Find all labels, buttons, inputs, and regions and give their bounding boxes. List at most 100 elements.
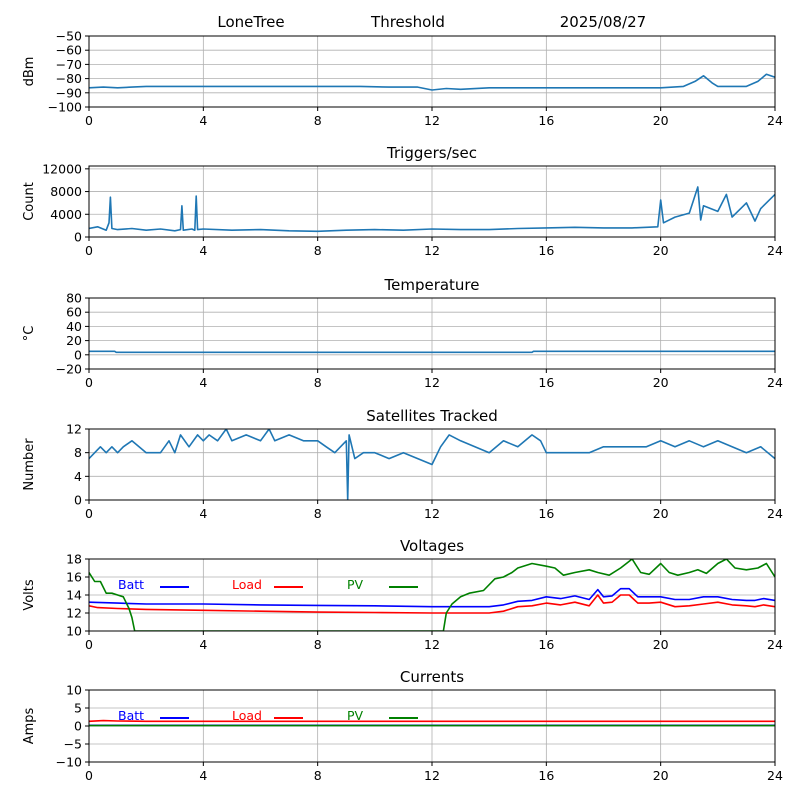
y-tick-label: 10 bbox=[66, 683, 82, 698]
legend-label: Load bbox=[232, 708, 262, 723]
series-line-batt bbox=[89, 587, 775, 608]
series-group bbox=[89, 186, 775, 233]
panel-0: 0 4 8 12 16 20 24 −100−90−80−70−60−50 dBm bbox=[22, 29, 783, 129]
x-tick-label: 20 bbox=[653, 375, 669, 390]
y-tick-label: 0 bbox=[74, 719, 82, 734]
x-tick-label: 4 bbox=[199, 243, 207, 258]
x-tick-label: 12 bbox=[424, 113, 440, 128]
x-tick-label: 24 bbox=[767, 243, 783, 258]
x-tick-label: 8 bbox=[314, 506, 322, 521]
y-tick-label: 40 bbox=[66, 319, 82, 334]
x-tick-label: 20 bbox=[653, 506, 669, 521]
panel-3: 0 4 8 12 16 20 24 0 4 8 12 Number Satellites Tracked bbox=[22, 407, 783, 521]
y-tick-label: 5 bbox=[74, 701, 82, 716]
y-tick-label: 0 bbox=[74, 347, 82, 362]
x-tick-label: 24 bbox=[767, 506, 783, 521]
y-tick-label: 4000 bbox=[50, 207, 82, 222]
x-tick-label: 8 bbox=[314, 375, 322, 390]
y-axis-label: Number bbox=[22, 438, 37, 491]
y-tick-label: 0 bbox=[74, 230, 82, 245]
y-tick-label: −50 bbox=[56, 29, 82, 44]
x-tick-label: 0 bbox=[85, 768, 93, 783]
x-tick-label: 16 bbox=[538, 243, 554, 258]
x-tick-label: 0 bbox=[85, 506, 93, 521]
x-tick-label: 8 bbox=[314, 243, 322, 258]
panel-title: Voltages bbox=[400, 537, 464, 555]
x-tick-label: 24 bbox=[767, 375, 783, 390]
y-tick-label: −60 bbox=[56, 43, 82, 58]
x-tick-label: 4 bbox=[199, 637, 207, 652]
legend-label: Batt bbox=[118, 708, 144, 723]
x-tick-label: 20 bbox=[653, 113, 669, 128]
y-tick-label: 4 bbox=[74, 469, 82, 484]
y-tick-label: 20 bbox=[66, 333, 82, 348]
x-tick-label: 16 bbox=[538, 113, 554, 128]
y-tick-label: 80 bbox=[66, 291, 82, 306]
x-tick-label: 0 bbox=[85, 113, 93, 128]
series-line bbox=[89, 350, 775, 354]
series-group bbox=[89, 73, 775, 91]
series-line bbox=[89, 186, 775, 233]
y-tick-label: 16 bbox=[66, 570, 82, 585]
panel-4: 0 4 8 12 16 20 24 10 12 14 16 18 Volts Voltages Batt Lo… bbox=[22, 537, 783, 652]
y-tick-label: −10 bbox=[56, 755, 82, 770]
y-tick-label: 12000 bbox=[42, 161, 82, 176]
x-tick-label: 16 bbox=[538, 506, 554, 521]
legend-label: Load bbox=[232, 577, 262, 592]
y-tick-label: −90 bbox=[56, 85, 82, 100]
series-line bbox=[89, 73, 775, 91]
y-tick-label: −70 bbox=[56, 57, 82, 72]
station-name: LoneTree bbox=[217, 13, 284, 31]
x-tick-label: 8 bbox=[314, 637, 322, 652]
series-group bbox=[89, 559, 775, 631]
y-tick-label: 8000 bbox=[50, 184, 82, 199]
y-tick-label: 12 bbox=[66, 422, 82, 437]
y-tick-label: −100 bbox=[48, 100, 82, 115]
mode-label: Threshold bbox=[370, 13, 445, 31]
x-tick-label: 4 bbox=[199, 506, 207, 521]
y-axis-label: Amps bbox=[22, 707, 37, 744]
x-tick-label: 20 bbox=[653, 243, 669, 258]
y-axis-label: °C bbox=[22, 326, 37, 342]
y-tick-label: −5 bbox=[64, 737, 82, 752]
x-tick-label: 4 bbox=[199, 113, 207, 128]
x-tick-label: 4 bbox=[199, 375, 207, 390]
x-tick-label: 12 bbox=[424, 243, 440, 258]
y-tick-label: 10 bbox=[66, 624, 82, 639]
series-line bbox=[89, 429, 775, 500]
series-line-pv bbox=[89, 559, 775, 631]
series-line-load bbox=[89, 594, 775, 614]
y-tick-label: 18 bbox=[66, 552, 82, 567]
x-tick-label: 8 bbox=[314, 768, 322, 783]
x-tick-label: 24 bbox=[767, 768, 783, 783]
panel-title: Satellites Tracked bbox=[366, 407, 497, 425]
x-tick-label: 20 bbox=[653, 768, 669, 783]
x-tick-label: 16 bbox=[538, 768, 554, 783]
y-tick-label: 0 bbox=[74, 493, 82, 508]
x-tick-label: 12 bbox=[424, 637, 440, 652]
panel-title: Currents bbox=[400, 668, 464, 686]
y-tick-label: −80 bbox=[56, 71, 82, 86]
x-tick-label: 12 bbox=[424, 375, 440, 390]
y-axis-label: Volts bbox=[22, 579, 37, 611]
x-tick-label: 0 bbox=[85, 375, 93, 390]
panel-5: 0 4 8 12 16 20 24 −10 −5 0 5 10 Amps Currents Batt Load… bbox=[22, 668, 783, 783]
x-tick-label: 12 bbox=[424, 506, 440, 521]
series-group bbox=[89, 719, 775, 727]
y-axis-label: Count bbox=[22, 182, 37, 221]
x-tick-label: 4 bbox=[199, 768, 207, 783]
x-tick-label: 0 bbox=[85, 243, 93, 258]
panel-title: Triggers/sec bbox=[386, 144, 477, 162]
date-label: 2025/08/27 bbox=[560, 13, 646, 31]
legend-label: PV bbox=[347, 708, 364, 723]
panel-title: Temperature bbox=[383, 276, 479, 294]
series-group bbox=[89, 350, 775, 354]
y-tick-label: 12 bbox=[66, 606, 82, 621]
x-tick-label: 16 bbox=[538, 637, 554, 652]
x-tick-label: 24 bbox=[767, 637, 783, 652]
x-tick-label: 16 bbox=[538, 375, 554, 390]
legend-label: Batt bbox=[118, 577, 144, 592]
y-tick-label: 14 bbox=[66, 588, 82, 603]
